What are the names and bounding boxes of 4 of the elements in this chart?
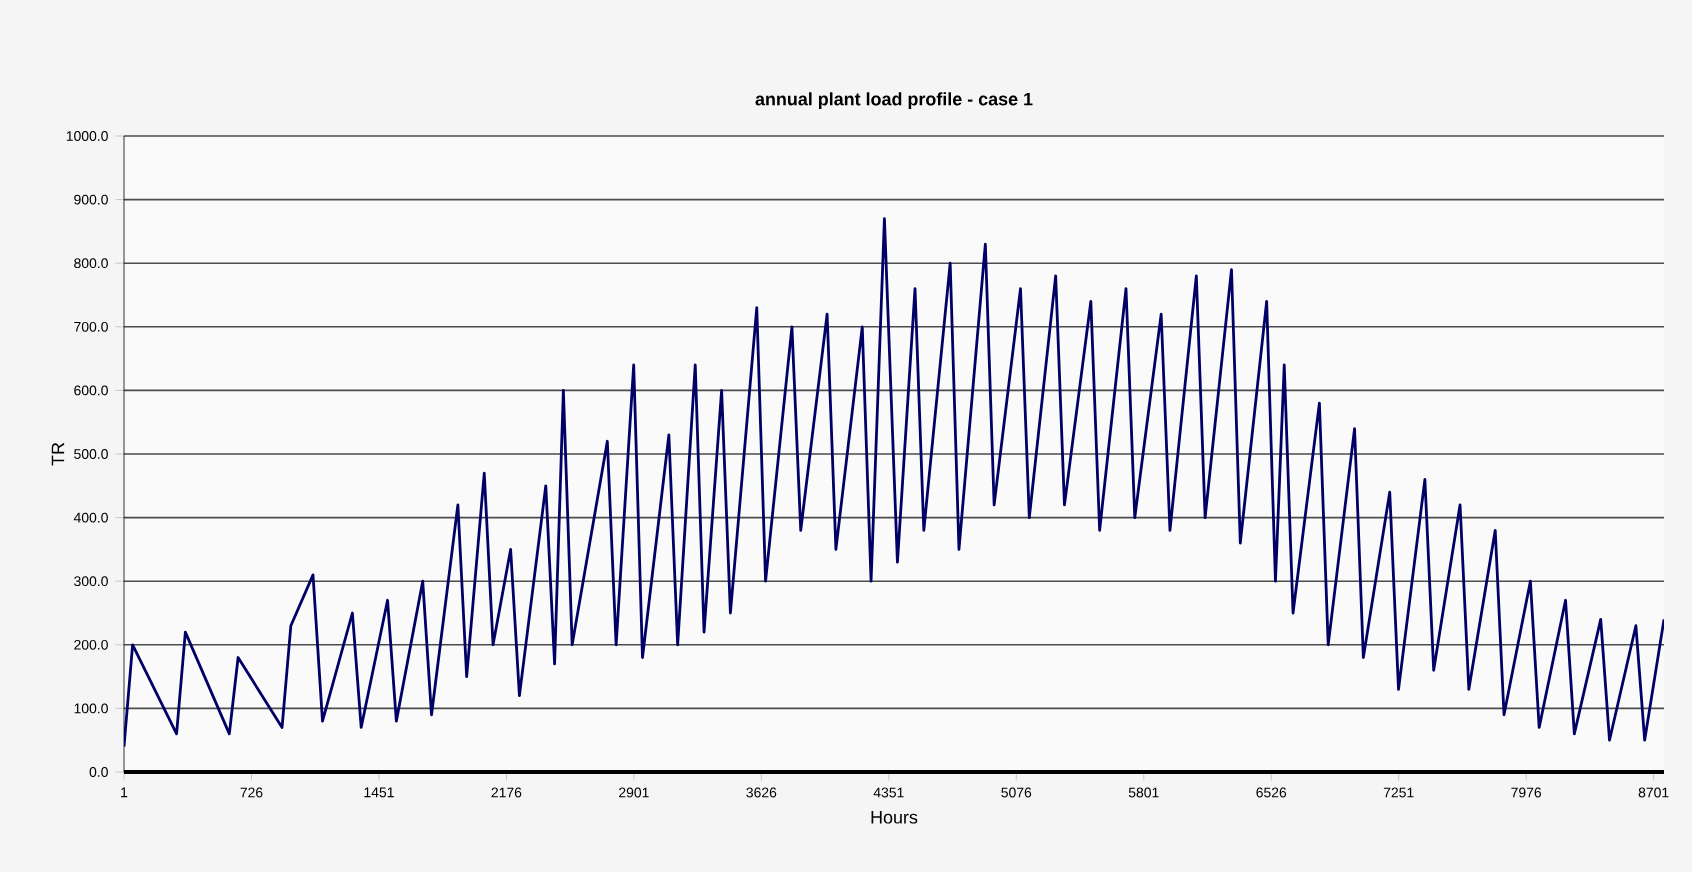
y-axis-title: TR bbox=[51, 442, 65, 466]
chart-title: annual plant load profile - case 1 bbox=[755, 92, 1033, 109]
x-axis-title: Hours bbox=[871, 811, 918, 824]
line-series bbox=[124, 217, 1665, 748]
